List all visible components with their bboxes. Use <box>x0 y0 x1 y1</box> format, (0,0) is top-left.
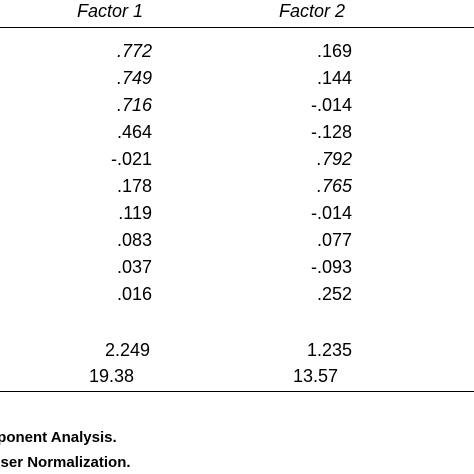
table-note-extraction: nponent Analysis. <box>0 429 117 446</box>
header-factor-2: Factor 2 <box>279 1 346 21</box>
eigenvalue-factor-1: 2.249 <box>104 340 150 360</box>
loading-factor-1: .119 <box>118 203 152 223</box>
loading-factor-2: -.093 <box>310 257 352 277</box>
loading-factor-1: .178 <box>116 176 152 196</box>
loading-factor-1: .716 <box>116 95 152 115</box>
header-rule <box>0 27 474 28</box>
loading-factor-2: .765 <box>316 176 352 196</box>
variance-factor-1: 19.38 <box>88 366 134 386</box>
loading-factor-2: -.014 <box>310 95 352 115</box>
loading-factor-2: .144 <box>316 68 352 88</box>
loading-factor-1: .083 <box>116 230 152 250</box>
variance-factor-2: 13.57 <box>292 366 338 386</box>
loading-factor-2: .252 <box>316 284 352 304</box>
loading-factor-1: .037 <box>116 257 152 277</box>
loading-factor-1: .749 <box>116 68 152 88</box>
loading-factor-1: .016 <box>116 284 152 304</box>
loading-factor-2: -.128 <box>310 122 352 142</box>
loading-factor-2: -.014 <box>310 203 352 223</box>
loading-factor-2: .169 <box>316 41 352 61</box>
header-factor-1: Factor 1 <box>77 1 144 21</box>
eigenvalue-factor-2: 1.235 <box>306 340 352 360</box>
loading-factor-1: .772 <box>116 41 152 61</box>
table-note-rotation: aiser Normalization. <box>0 454 131 471</box>
loading-factor-1: -.021 <box>110 149 152 169</box>
loading-factor-2: .792 <box>316 149 352 169</box>
loading-factor-1: .464 <box>116 122 152 142</box>
loading-factor-2: .077 <box>316 230 352 250</box>
bottom-rule <box>0 391 474 392</box>
